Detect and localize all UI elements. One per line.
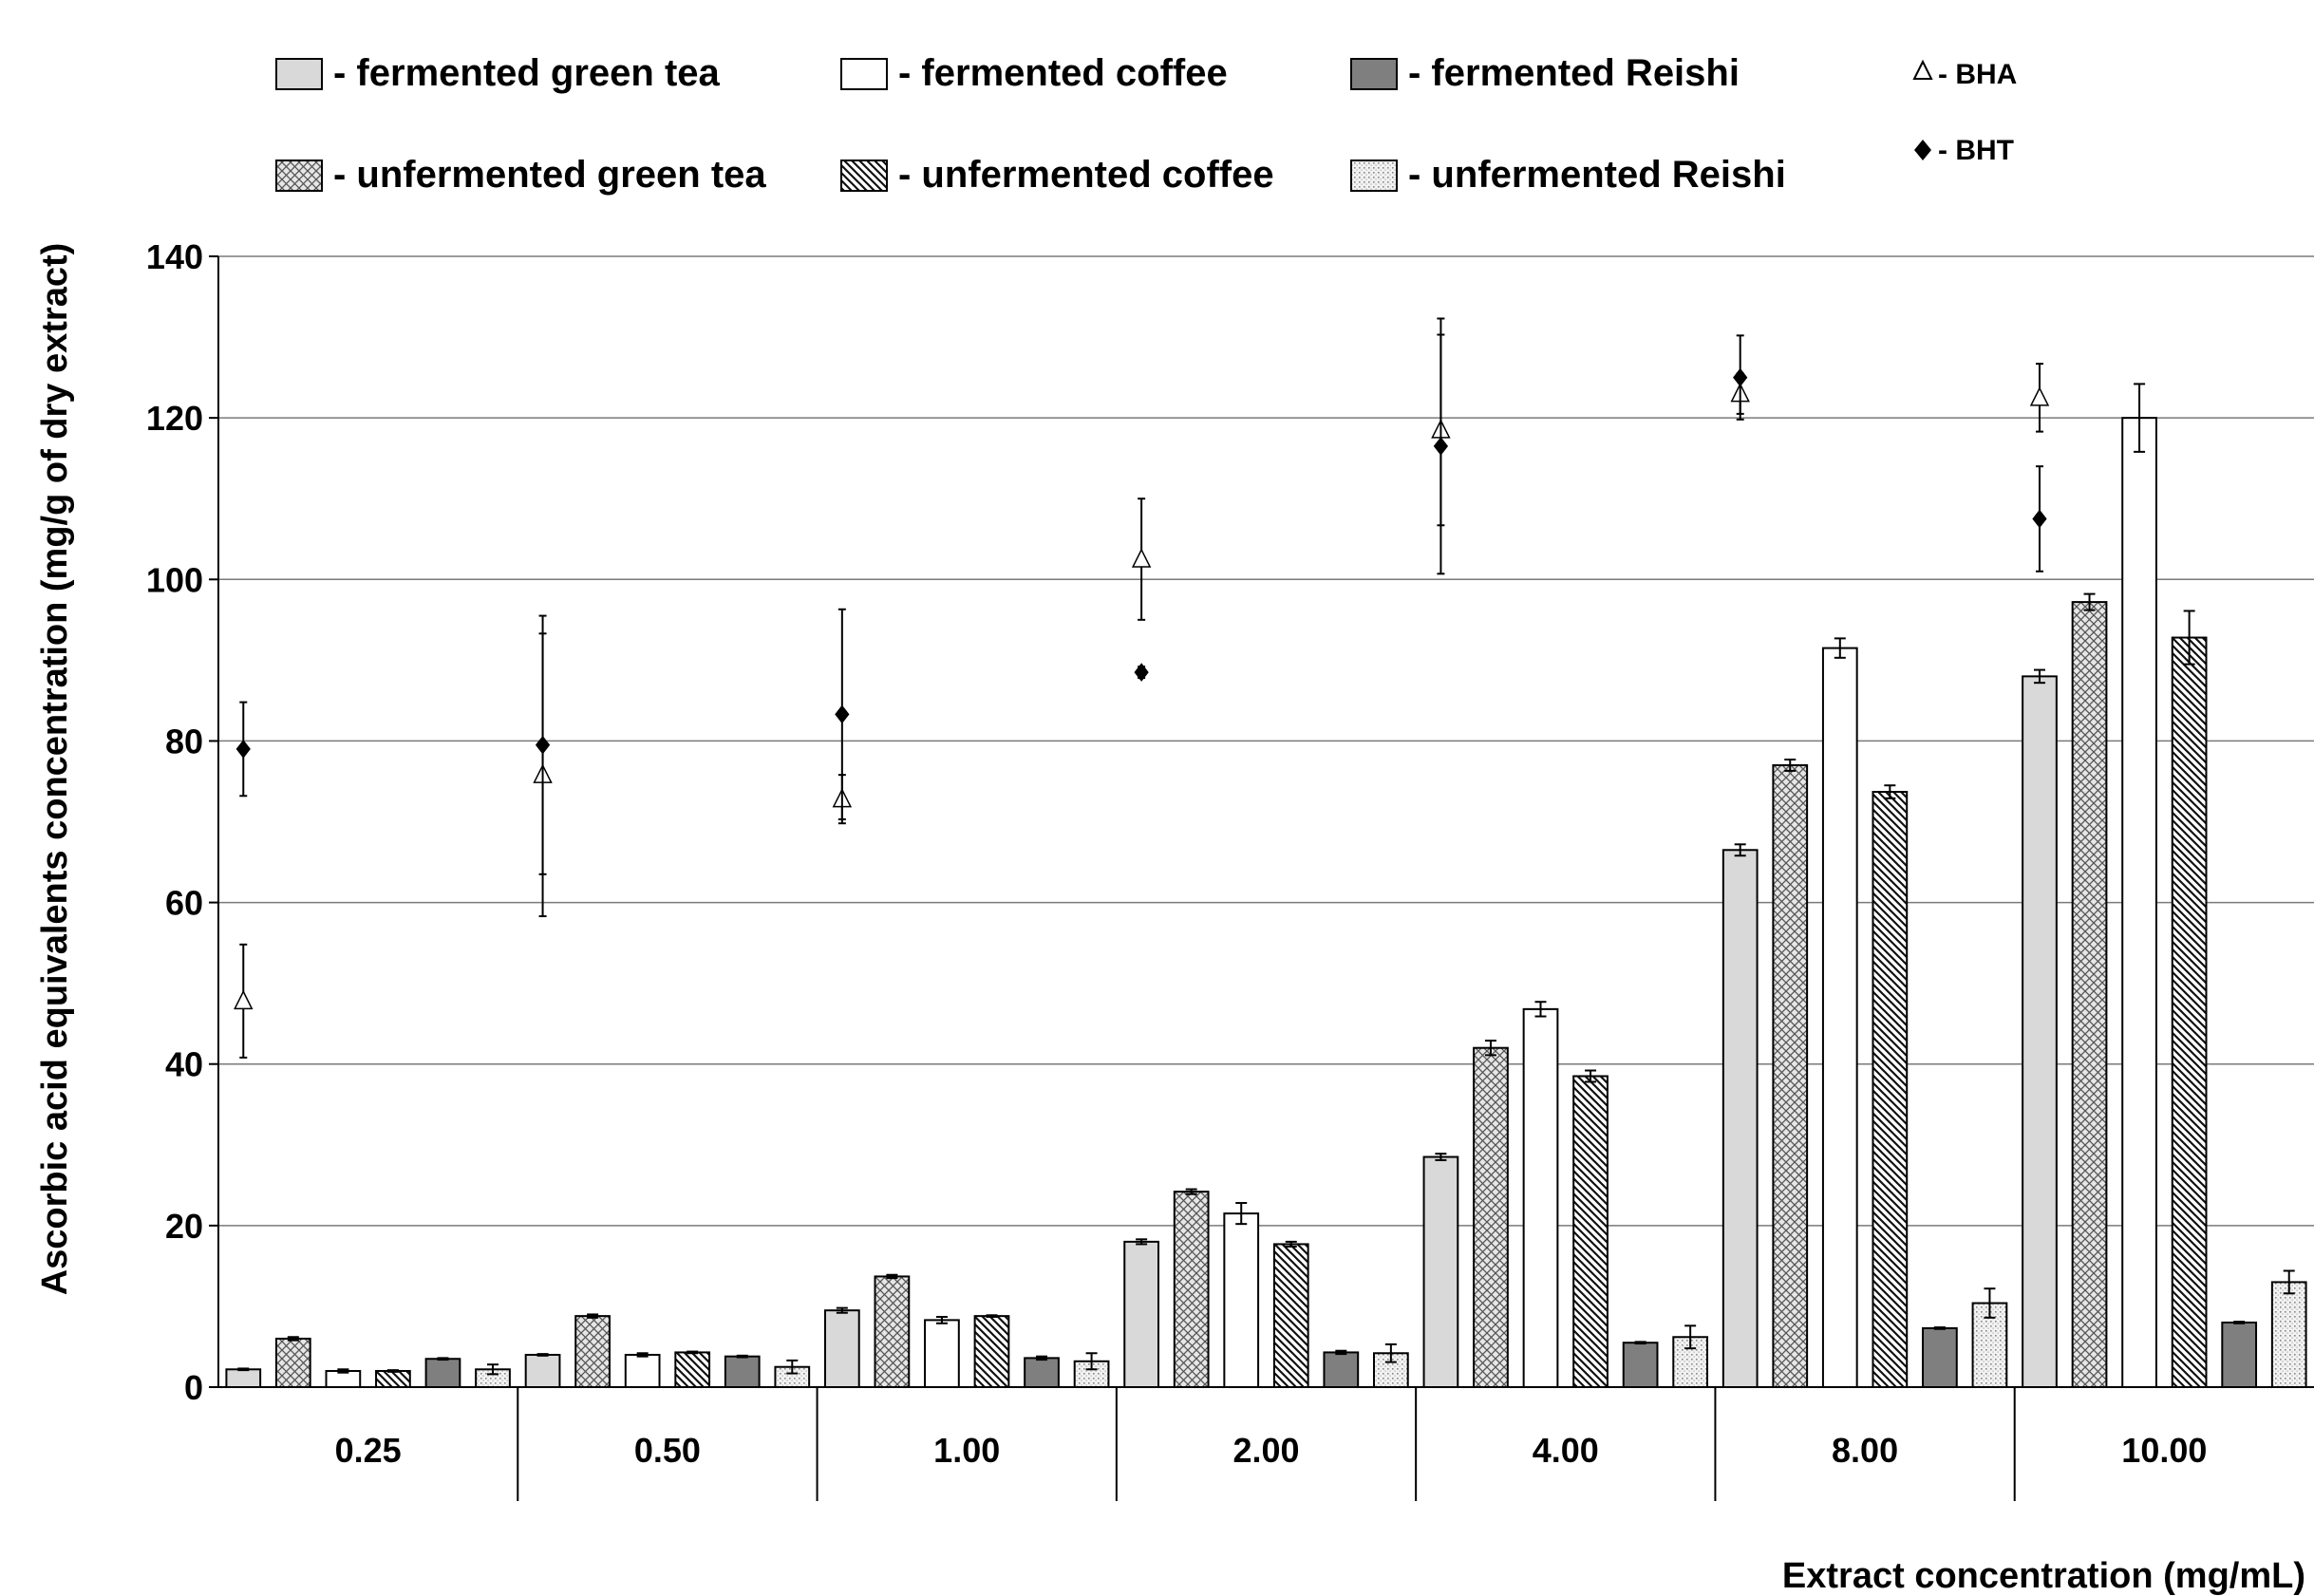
bar — [724, 1355, 761, 1388]
y-tick-label: 80 — [165, 722, 203, 760]
x-tick-label: 2.00 — [1232, 1431, 1299, 1470]
legend: - fermented green tea - fermented coffee -… — [275, 52, 2017, 196]
bar — [2071, 601, 2108, 1388]
legend-label: - unfermented coffee — [898, 154, 1274, 196]
bar — [2022, 675, 2058, 1388]
y-tick-label: 0 — [184, 1368, 203, 1407]
y-tick-label: 100 — [146, 560, 203, 599]
bht-point — [1733, 367, 1748, 387]
bars — [225, 383, 2307, 1389]
bar — [1522, 1007, 1559, 1388]
bar — [1173, 1191, 1210, 1389]
legend-swatch — [840, 58, 888, 90]
x-tick-label: 4.00 — [1533, 1431, 1599, 1470]
bar — [973, 1315, 1010, 1388]
legend-swatch — [840, 160, 888, 192]
bar — [1024, 1357, 1060, 1388]
bar — [574, 1315, 611, 1388]
bar — [1272, 1243, 1309, 1389]
bar — [1422, 1155, 1459, 1388]
bar — [225, 1368, 262, 1389]
bar — [674, 1351, 711, 1389]
bar — [524, 1353, 561, 1389]
bar — [874, 1275, 911, 1389]
bar — [1123, 1240, 1159, 1389]
gridlines — [218, 255, 2314, 1227]
y-tick-label: 120 — [146, 399, 203, 438]
y-axis-label: Ascorbic acid equivalents concentration … — [35, 243, 75, 1296]
x-tick-label: 1.00 — [933, 1431, 1000, 1470]
x-tick-label: 10.00 — [2121, 1431, 2207, 1470]
bar — [1872, 791, 1909, 1388]
bht-point — [235, 740, 251, 759]
legend-label: - fermented coffee — [898, 52, 1228, 94]
legend-swatch — [275, 160, 323, 192]
bar — [1821, 647, 1858, 1388]
x-tick-label: 0.25 — [335, 1431, 402, 1470]
bht-point — [1134, 663, 1149, 682]
legend-bht-icon — [1914, 140, 1931, 160]
legend-swatch — [275, 58, 323, 90]
bht-point — [535, 735, 551, 755]
axes: 0 20 40 60 80 100 120 140 0.25 0.50 1.00 2.00 4.00 8.… — [146, 237, 2314, 1501]
bar — [1772, 763, 1809, 1388]
markers — [234, 317, 2050, 1059]
bar — [375, 1369, 411, 1389]
legend-label: - fermented green tea — [333, 52, 721, 94]
legend-label: - BHA — [1938, 59, 2017, 90]
legend-swatch — [1350, 160, 1398, 192]
bar — [1721, 849, 1759, 1388]
y-tick-label: 60 — [165, 884, 203, 923]
bar — [274, 1337, 311, 1389]
bha-point — [2029, 386, 2050, 406]
y-tick-label: 40 — [165, 1045, 203, 1084]
x-tick-label: 0.50 — [634, 1431, 701, 1470]
y-tick-label: 140 — [146, 237, 203, 276]
legend-label: - unfermented Reishi — [1408, 154, 1786, 196]
bar — [2171, 636, 2208, 1388]
bar — [1922, 1326, 1958, 1388]
bht-point — [2032, 509, 2047, 529]
x-axis-label: Extract concentration (mg/mL) — [1782, 1556, 2305, 1596]
bar — [1323, 1351, 1360, 1389]
x-tick-label: 8.00 — [1832, 1431, 1898, 1470]
bar — [2221, 1321, 2258, 1389]
legend-label: - fermented Reishi — [1408, 52, 1740, 94]
bar — [424, 1358, 461, 1388]
bar — [624, 1353, 661, 1389]
bht-point — [1433, 437, 1449, 456]
bar — [2121, 417, 2157, 1388]
legend-label: - unfermented green tea — [333, 154, 766, 196]
bha-point — [234, 989, 254, 1010]
y-tick-label: 20 — [165, 1207, 203, 1246]
legend-swatch — [1350, 58, 1398, 90]
bar — [1223, 1212, 1260, 1388]
bar — [1572, 1075, 1609, 1388]
legend-bha-icon — [1912, 59, 1933, 80]
bar — [2270, 1281, 2307, 1388]
bar — [924, 1319, 960, 1389]
bht-point — [835, 704, 850, 724]
bar — [1473, 1046, 1509, 1388]
bha-point — [1131, 548, 1152, 568]
bar — [1622, 1342, 1659, 1388]
legend-label: - BHT — [1938, 135, 2014, 166]
bar — [823, 1309, 860, 1388]
